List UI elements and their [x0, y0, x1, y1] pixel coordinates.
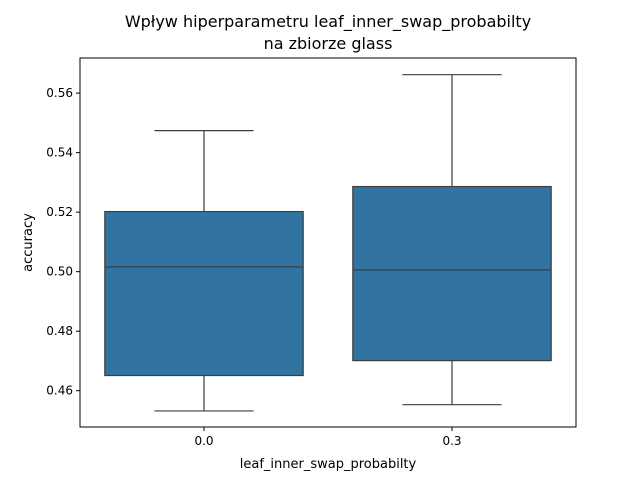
chart-title-line2: na zbiorze glass	[264, 34, 393, 53]
x-tick-label: 0.0	[194, 434, 213, 448]
y-tick-label: 0.54	[46, 146, 73, 160]
y-tick-label: 0.48	[46, 324, 73, 338]
box-iqr	[352, 185, 552, 362]
plot-frame	[79, 57, 577, 428]
y-tick-label: 0.56	[46, 86, 73, 100]
x-axis-label: leaf_inner_swap_probabilty	[240, 457, 417, 472]
y-tick-label: 0.50	[46, 265, 73, 279]
y-tick-label: 0.46	[46, 384, 73, 398]
box-iqr	[104, 210, 304, 377]
y-tick-label: 0.52	[46, 205, 73, 219]
chart-title-line1: Wpływ hiperparametru leaf_inner_swap_pro…	[125, 12, 531, 32]
plot-area: 0.46 0.48 0.50 0.52 0.54 0.56 0.0 0.3	[46, 74, 552, 448]
y-axis-label: accuracy	[21, 213, 36, 272]
x-tick-label: 0.3	[442, 434, 461, 448]
